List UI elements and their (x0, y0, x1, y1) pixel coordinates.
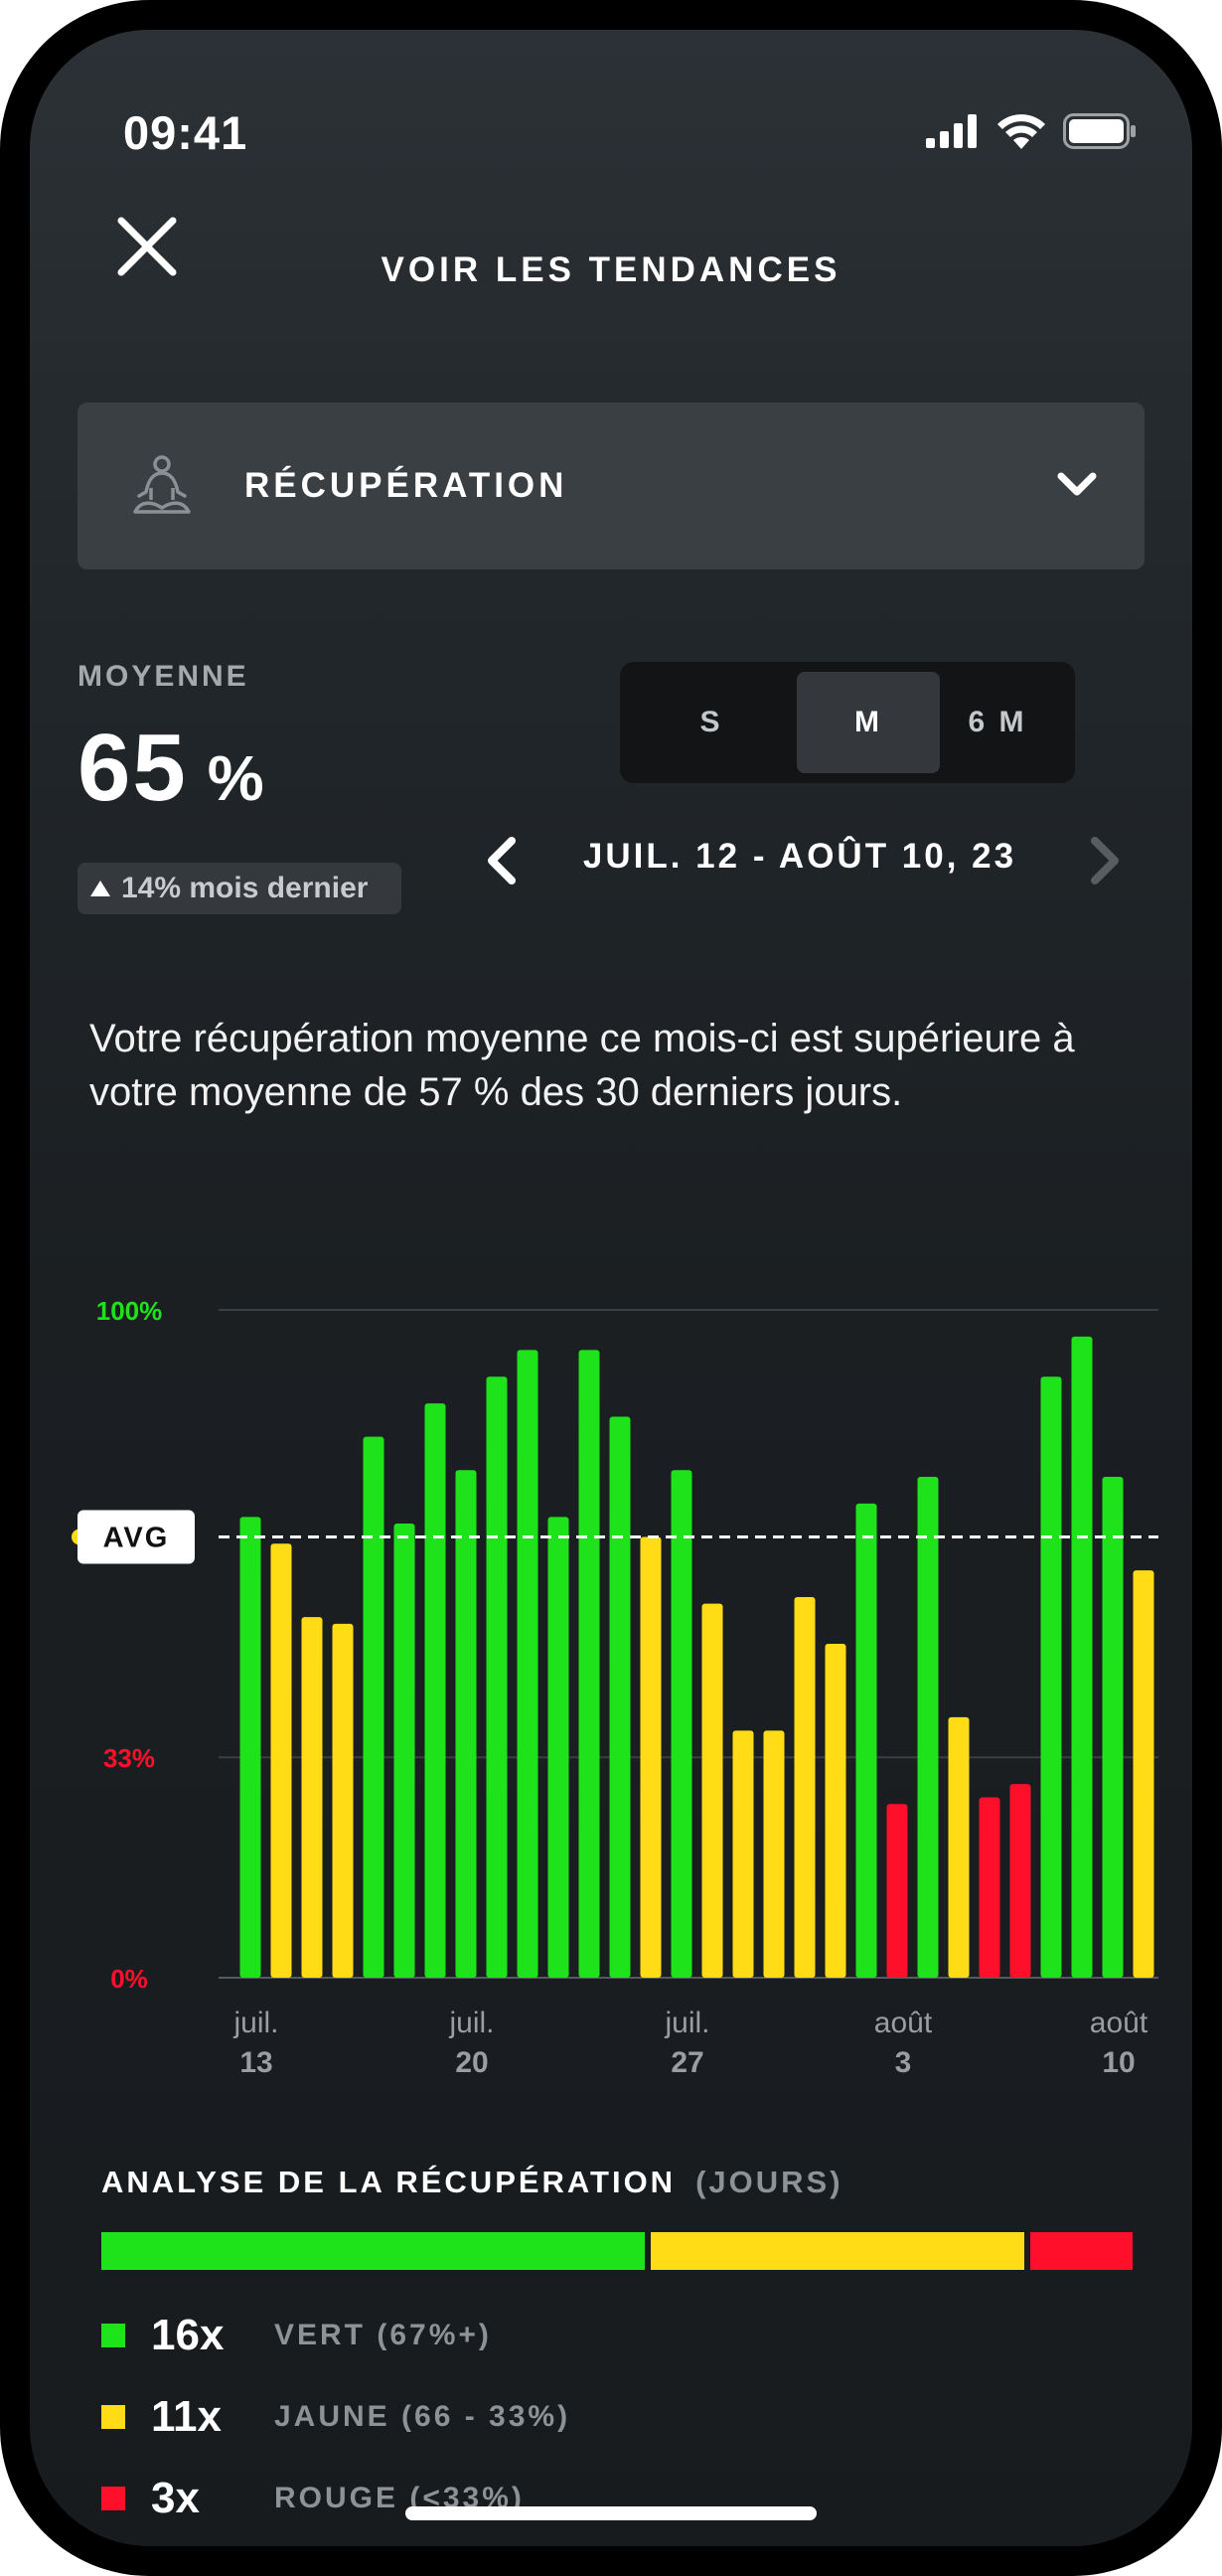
bar-13 (609, 1416, 631, 1978)
average-unit: % (207, 742, 266, 814)
green-label: VERT (67%+) (274, 2319, 492, 2351)
bar-26 (1009, 1784, 1031, 1978)
metric-selector[interactable]: RÉCUPÉRATION (77, 402, 1145, 569)
date-range: JUIL. 12 - AOÛT 10, 23 (582, 837, 1017, 876)
analysis-title: ANALYSE DE LA RÉCUPÉRATION (JOURS) (101, 2165, 843, 2200)
bar-9 (486, 1376, 508, 1978)
y-tick-label: 0% (110, 1964, 148, 1994)
distribution-segment-yellow (651, 2232, 1025, 2270)
page-title: VOIR LES TENDANCES (381, 250, 841, 289)
yellow-label: JAUNE (66 - 33%) (274, 2400, 571, 2433)
green-swatch (101, 2324, 125, 2347)
bar-11 (547, 1517, 569, 1978)
bar-30 (1133, 1570, 1154, 1978)
status-time: 09:41 (123, 106, 248, 159)
bar-28 (1071, 1336, 1093, 1978)
bar-21 (855, 1503, 877, 1978)
chevron-down-icon (1057, 472, 1097, 496)
triangle-up-icon (90, 881, 110, 896)
red-count: 3x (151, 2474, 200, 2522)
bar-16 (701, 1603, 723, 1978)
bar-23 (917, 1477, 939, 1978)
red-swatch (101, 2487, 125, 2510)
wifi-icon (997, 114, 1045, 149)
bar-24 (948, 1716, 970, 1978)
bar-3 (301, 1617, 323, 1978)
green-count: 16x (151, 2311, 225, 2359)
change-text: 14% mois dernier (121, 872, 369, 904)
bar-22 (886, 1804, 908, 1978)
x-tick-day: 10 (1102, 2046, 1135, 2077)
yellow-count: 11x (151, 2392, 222, 2441)
average-label: AVG (103, 1522, 170, 1553)
legend-row-green: 16x VERT (67%+) (101, 2306, 492, 2365)
period-month-button[interactable]: M (797, 672, 940, 773)
bar-29 (1102, 1477, 1124, 1978)
bar-12 (578, 1350, 600, 1978)
bar-19 (794, 1596, 816, 1978)
battery-icon (1063, 113, 1136, 149)
yellow-swatch (101, 2405, 125, 2429)
x-tick-month: juil. (232, 2007, 278, 2039)
y-tick-label: 33% (103, 1743, 155, 1773)
bar-8 (455, 1470, 477, 1978)
bar-20 (825, 1644, 846, 1978)
y-tick-label: 100% (96, 1296, 163, 1326)
bar-4 (332, 1623, 354, 1978)
average-label-box (77, 1510, 195, 1564)
x-tick-month: août (1090, 2007, 1148, 2039)
legend-row-yellow: 11x JAUNE (66 - 33%) (101, 2387, 570, 2447)
average-number: 65 (77, 715, 188, 821)
period-selector: S M 6 M (620, 662, 1075, 783)
bar-2 (270, 1543, 292, 1978)
next-period-arrow-icon[interactable] (1085, 835, 1125, 886)
bar-7 (424, 1403, 446, 1978)
close-icon (117, 217, 177, 276)
period-week-button[interactable]: S (699, 706, 723, 738)
distribution-segment-green (101, 2232, 646, 2270)
bar-15 (671, 1470, 692, 1978)
recovery-bar-chart: 100% 33% 0% AVG juil. 13 juil. 20 juil. 27 août 3 ao… (72, 1296, 1158, 2077)
x-tick-day: 27 (671, 2046, 703, 2077)
period-6-months-button[interactable]: 6 M (968, 706, 1027, 738)
distribution-bar (101, 2232, 1133, 2270)
change-badge: 14% mois dernier (77, 863, 401, 914)
bar-10 (517, 1350, 538, 1978)
average-label: MOYENNE (77, 660, 249, 693)
close-button[interactable] (111, 211, 183, 282)
previous-period-arrow-icon[interactable] (482, 835, 522, 886)
x-tick-day: 3 (895, 2046, 912, 2077)
average-value: 65% (77, 714, 266, 823)
meditation-icon (133, 455, 191, 514)
bar-14 (640, 1536, 662, 1978)
bar-27 (1040, 1376, 1062, 1978)
bar-1 (239, 1517, 261, 1978)
x-tick-day: 20 (455, 2046, 488, 2077)
metric-selector-label: RÉCUPÉRATION (244, 466, 568, 505)
screen: 09:41 VOIR LES TENDANCES (30, 30, 1192, 2546)
bar-18 (763, 1730, 785, 1978)
home-indicator (405, 2506, 817, 2520)
bar-6 (393, 1524, 415, 1978)
bar-17 (732, 1730, 754, 1978)
status-icons (926, 113, 1137, 149)
x-tick-month: juil. (448, 2007, 494, 2039)
x-tick-month: juil. (664, 2007, 709, 2039)
distribution-segment-red (1030, 2232, 1133, 2270)
trend-description: Votre récupération moyenne ce mois-ci es… (89, 1017, 1075, 1114)
bar-5 (363, 1436, 384, 1978)
bar-25 (979, 1797, 1000, 1978)
x-tick-day: 13 (239, 2046, 272, 2077)
signal-icon (926, 114, 977, 148)
x-tick-month: août (874, 2007, 933, 2039)
analysis-subtitle: (JOURS) (695, 2165, 843, 2199)
analysis-title-text: ANALYSE DE LA RÉCUPÉRATION (101, 2165, 677, 2199)
